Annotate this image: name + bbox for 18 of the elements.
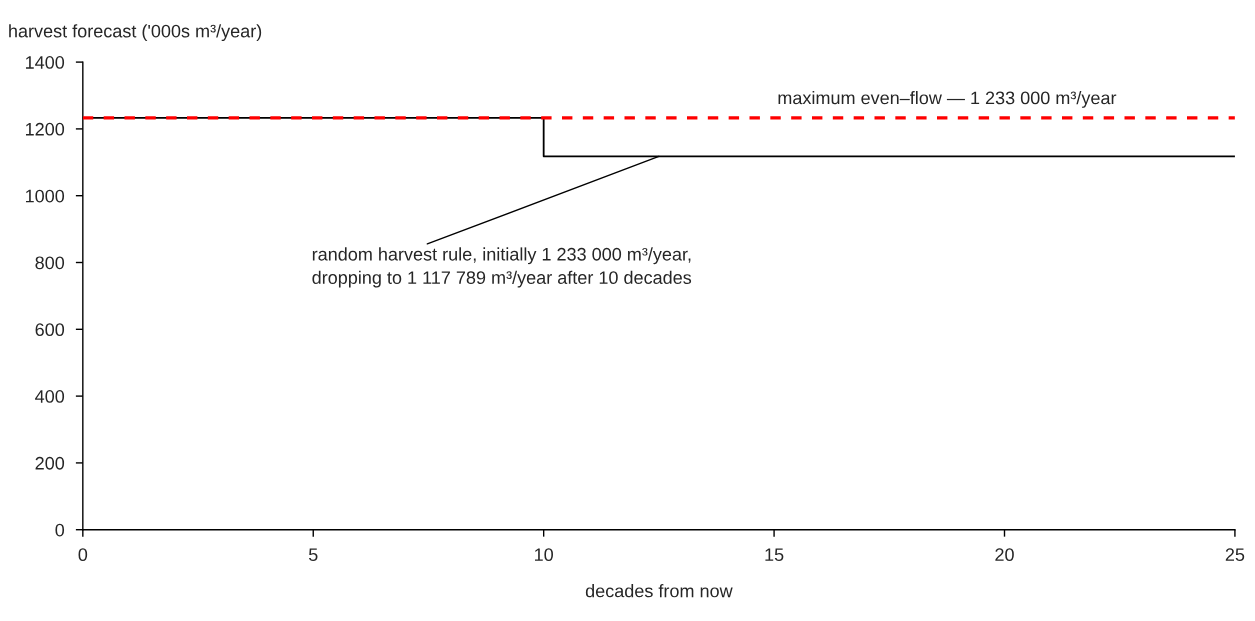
x-tick-label: 5	[308, 548, 318, 562]
x-tick-label: 25	[1225, 548, 1245, 562]
y-tick-label: 200	[35, 456, 65, 470]
ref-line-label: maximum even–flow — 1 233 000 m³/year	[778, 91, 1117, 108]
y-tick-label: 0	[55, 523, 65, 537]
annotation: random harvest rule, initially 1 233 000 m³/year, dropping to 1 117 789 m³/year after 10 decades	[312, 247, 692, 288]
y-tick-label: 1000	[25, 189, 65, 203]
y-axis-title: harvest forecast ('000s m³/year)	[9, 24, 262, 42]
x-tick-label: 0	[78, 548, 88, 562]
y-tick-label: 600	[35, 323, 65, 337]
y-tick-label: 400	[35, 390, 65, 403]
y-tick-label: 1400	[25, 56, 65, 69]
y-tick-label: 1200	[25, 122, 65, 136]
x-tick-label: 10	[535, 548, 553, 562]
x-tick-label: 20	[995, 548, 1014, 562]
y-tick-label: 800	[35, 256, 65, 270]
x-tick-label: 15	[765, 548, 784, 562]
x-axis-title: decades from now	[585, 584, 733, 598]
